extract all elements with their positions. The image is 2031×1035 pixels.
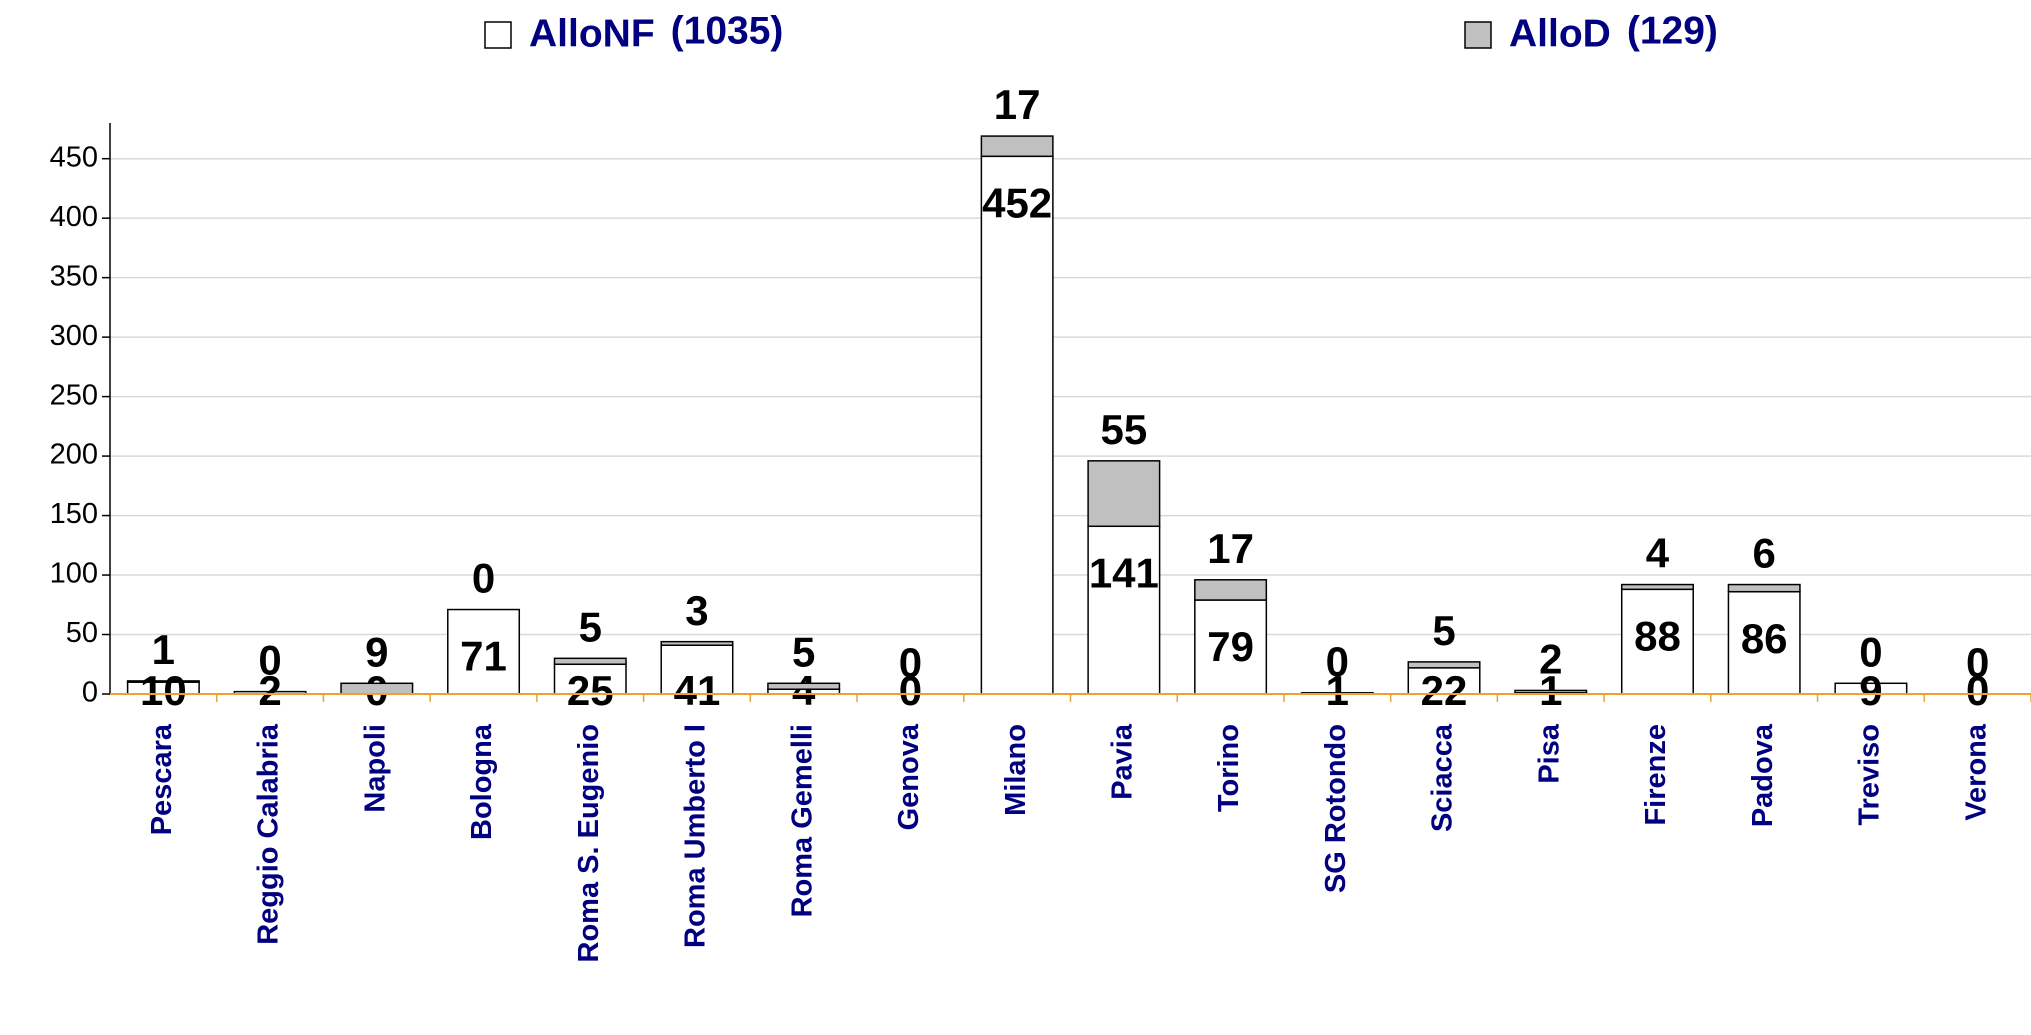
data-label: 2 <box>1539 636 1562 683</box>
data-label: 1 <box>1326 667 1349 714</box>
x-tick-label: Treviso <box>1854 724 1886 826</box>
bar-segment <box>447 608 521 695</box>
data-label: 0 <box>1966 639 1989 686</box>
bar-segment <box>1407 661 1481 669</box>
bar-segment <box>1194 599 1268 695</box>
x-tick-label: Torino <box>1213 724 1245 812</box>
data-label: 2 <box>258 667 281 714</box>
y-tick-label: 100 <box>50 558 98 590</box>
data-label: 0 <box>899 639 922 686</box>
legend-label: AlloNF <box>529 12 655 55</box>
bar-segment <box>1727 583 1801 593</box>
bar-segment <box>126 680 200 683</box>
x-tick-label: Pavia <box>1107 723 1139 800</box>
data-label: 9 <box>365 628 388 675</box>
data-label: 0 <box>472 555 495 602</box>
data-label: 3 <box>685 587 708 634</box>
data-label: 22 <box>1421 667 1468 714</box>
bar-segment <box>340 682 414 695</box>
data-label: 5 <box>792 628 815 675</box>
legend-swatch <box>1464 21 1492 49</box>
bar-segment <box>1194 579 1268 601</box>
data-label: 25 <box>567 667 614 714</box>
data-label: 0 <box>258 637 281 684</box>
data-label: 9 <box>1859 667 1882 714</box>
data-label: 5 <box>1432 607 1455 654</box>
x-tick-label: Bologna <box>466 723 498 840</box>
x-tick-label: Padova <box>1747 723 1779 827</box>
x-tick-label: SG Rotondo <box>1320 724 1352 893</box>
data-label: 141 <box>1089 549 1159 596</box>
data-label: 17 <box>1207 525 1254 572</box>
data-label: 41 <box>674 667 721 714</box>
x-tick-label: Sciacca <box>1427 723 1459 832</box>
legend-label: AlloD <box>1509 12 1611 55</box>
bar-segment <box>1087 460 1161 528</box>
y-tick-label: 300 <box>50 320 98 352</box>
data-label: 4 <box>1646 530 1670 577</box>
bar-segment <box>1514 689 1588 694</box>
x-tick-label: Genova <box>893 723 925 830</box>
bar-segment <box>553 663 627 695</box>
y-tick-label: 150 <box>50 498 98 530</box>
data-label: 71 <box>460 633 507 680</box>
x-tick-label: Roma Gemelli <box>786 724 818 917</box>
x-tick-label: Pescara <box>146 723 178 835</box>
x-tick-label: Firenze <box>1640 724 1672 826</box>
x-tick-label: Verona <box>1960 723 1992 821</box>
bar-segment <box>1620 583 1694 591</box>
legend-total: (129) <box>1627 9 1718 52</box>
legend-swatch <box>484 21 512 49</box>
bar-segment <box>1407 667 1481 695</box>
x-tick-label: Roma S. Eugenio <box>573 724 605 962</box>
x-tick-label: Milano <box>1000 724 1032 816</box>
data-label: 86 <box>1741 615 1788 662</box>
y-tick-label: 350 <box>50 260 98 292</box>
bar-segment <box>980 155 1054 695</box>
bar-segment <box>980 135 1054 158</box>
data-label: 88 <box>1634 612 1681 659</box>
data-label: 55 <box>1101 406 1148 453</box>
legend-total: (1035) <box>671 9 784 52</box>
bar-segment <box>1727 590 1801 695</box>
y-tick-label: 450 <box>50 141 98 173</box>
data-label: 0 <box>1859 628 1882 675</box>
bar-segment <box>553 657 627 666</box>
data-label: 0 <box>1326 638 1349 685</box>
data-label: 5 <box>579 603 602 650</box>
data-label: 452 <box>982 179 1052 226</box>
bar-segment <box>1620 588 1694 695</box>
x-tick-label: Roma Umberto I <box>680 724 712 948</box>
y-tick-label: 50 <box>66 617 98 649</box>
data-label: 17 <box>994 81 1041 128</box>
data-label: 1 <box>152 626 175 673</box>
x-tick-label: Pisa <box>1533 723 1565 784</box>
bar-segment <box>660 640 734 646</box>
y-tick-label: 200 <box>50 439 98 471</box>
x-tick-label: Reggio Calabria <box>253 723 285 945</box>
data-label: 0 <box>1966 667 1989 714</box>
data-label: 0 <box>899 667 922 714</box>
data-label: 10 <box>140 667 187 714</box>
y-tick-label: 0 <box>82 677 98 709</box>
x-tick-label: Napoli <box>359 724 391 813</box>
data-label: 4 <box>792 667 816 714</box>
y-tick-label: 250 <box>50 379 98 411</box>
bar-segment <box>767 682 841 690</box>
y-tick-label: 400 <box>50 201 98 233</box>
data-label: 79 <box>1207 623 1254 670</box>
data-label: 6 <box>1753 530 1776 577</box>
